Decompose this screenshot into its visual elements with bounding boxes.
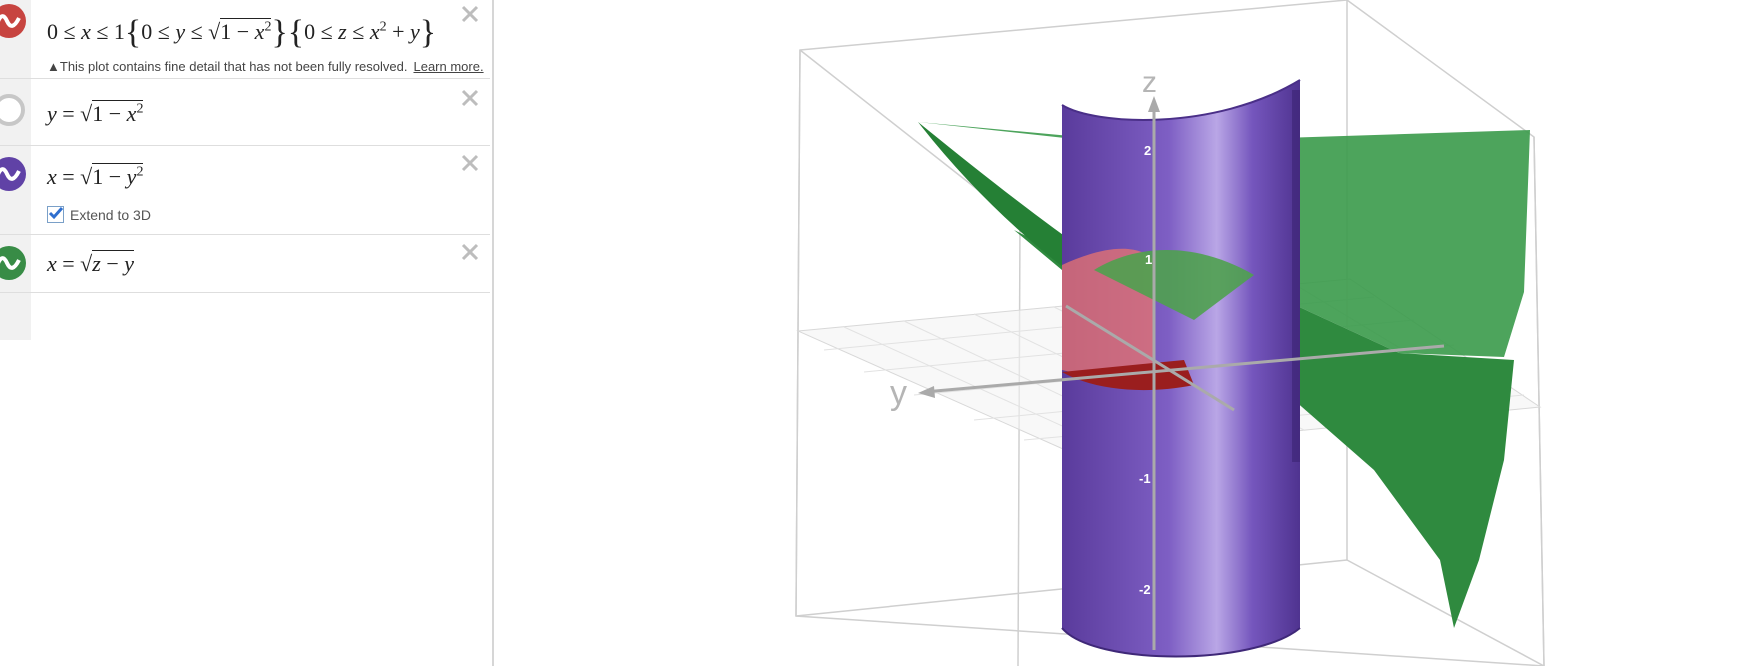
warning-icon: ▲ (47, 59, 60, 74)
expression-row-2[interactable]: y = √1 − x2 (0, 78, 490, 146)
expression-row-4[interactable]: x = √z − y (0, 234, 490, 293)
z-axis (1148, 96, 1160, 650)
extend-to-3d-checkbox[interactable] (47, 206, 64, 223)
graph-color-icon[interactable] (0, 157, 26, 191)
z-tick-label: 2 (1144, 143, 1151, 158)
graph-3d-canvas[interactable]: z y 2 1 -1 -2 (494, 0, 1748, 666)
region-0-le-x-le-1 (1062, 248, 1254, 391)
z-tick-label: -1 (1139, 471, 1151, 486)
z-tick-label: 1 (1145, 252, 1152, 267)
graph-color-icon[interactable] (0, 246, 26, 280)
expression-list: 0 ≤ x ≤ 1{0 ≤ y ≤ √1 − x2}{0 ≤ z ≤ x2 + … (0, 0, 494, 666)
extend-to-3d-option[interactable]: Extend to 3D (47, 206, 151, 223)
delete-expression-button[interactable] (458, 240, 482, 264)
graph-color-icon[interactable] (0, 4, 26, 38)
z-axis-label: z (1142, 66, 1157, 99)
delete-expression-button[interactable] (458, 86, 482, 110)
x-axis (1065, 304, 1235, 412)
z-tick-label: -2 (1139, 582, 1151, 597)
expression-math[interactable]: x = √z − y (47, 250, 134, 276)
graph-color-icon[interactable] (0, 93, 26, 127)
expression-row-3[interactable]: x = √1 − y2 Extend to 3D (0, 145, 490, 235)
fine-detail-warning: ▲This plot contains fine detail that has… (47, 59, 484, 74)
expression-math[interactable]: 0 ≤ x ≤ 1{0 ≤ y ≤ √1 − x2}{0 ≤ z ≤ x2 + … (47, 14, 437, 51)
y-axis-label: y (890, 374, 907, 412)
expression-row-1[interactable]: 0 ≤ x ≤ 1{0 ≤ y ≤ √1 − x2}{0 ≤ z ≤ x2 + … (0, 0, 490, 79)
delete-expression-button[interactable] (458, 2, 482, 26)
y-axis (918, 344, 1445, 398)
extend-to-3d-label: Extend to 3D (70, 206, 151, 223)
delete-expression-button[interactable] (458, 151, 482, 175)
expression-math[interactable]: y = √1 − x2 (47, 100, 144, 126)
learn-more-link[interactable]: Learn more. (413, 59, 484, 74)
expression-math[interactable]: x = √1 − y2 (47, 163, 144, 189)
